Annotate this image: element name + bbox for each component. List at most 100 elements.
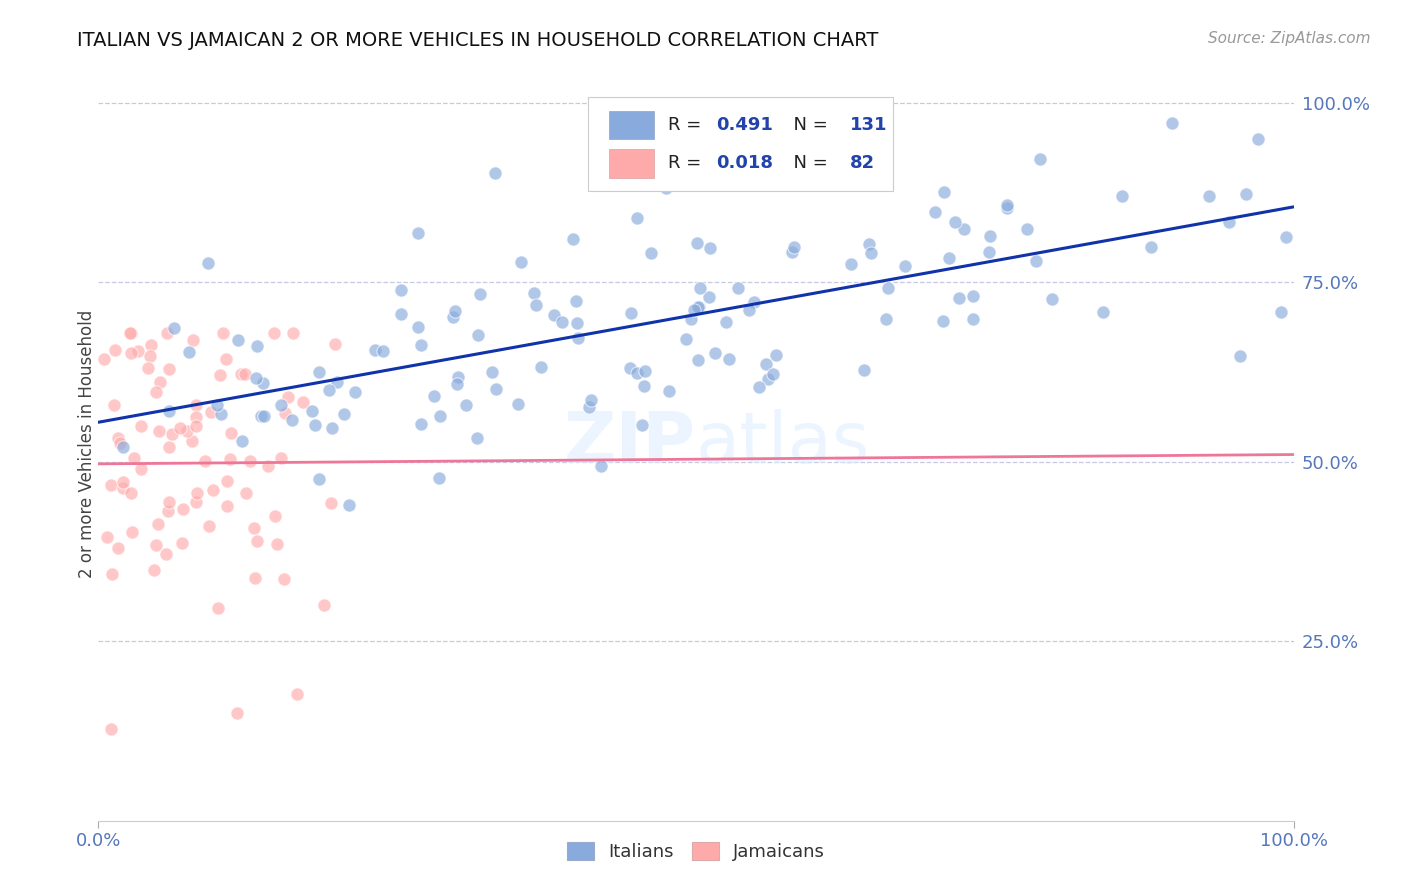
Point: [429, 470, 451, 484]
Point: [301, 404, 323, 418]
Point: [934, 185, 956, 199]
Point: [406, 226, 429, 240]
Point: [565, 294, 588, 309]
Point: [120, 346, 142, 360]
Text: 82: 82: [851, 154, 876, 172]
Point: [465, 431, 488, 445]
Point: [201, 483, 224, 497]
Point: [120, 326, 142, 340]
Point: [112, 475, 135, 489]
Point: [932, 313, 955, 327]
Point: [742, 294, 765, 309]
Point: [631, 417, 654, 432]
Point: [283, 326, 305, 340]
Point: [1025, 254, 1047, 268]
Text: atlas: atlas: [696, 409, 870, 478]
Point: [894, 259, 917, 273]
Point: [373, 344, 395, 359]
Point: [129, 419, 152, 434]
Point: [443, 303, 465, 318]
Point: [308, 365, 330, 379]
Point: [148, 424, 170, 438]
Point: [522, 285, 544, 300]
Point: [96, 530, 118, 544]
Point: [111, 481, 134, 495]
Point: [277, 390, 299, 404]
Text: R =: R =: [668, 116, 707, 134]
Point: [208, 368, 231, 382]
Point: [172, 502, 194, 516]
Point: [1247, 132, 1270, 146]
Point: [924, 205, 946, 219]
Y-axis label: 2 or more Vehicles in Household: 2 or more Vehicles in Household: [79, 310, 96, 578]
Point: [314, 598, 336, 612]
Point: [578, 400, 600, 414]
Point: [506, 397, 529, 411]
Point: [157, 404, 180, 418]
Text: R =: R =: [668, 154, 707, 172]
Point: [468, 287, 491, 301]
Point: [626, 366, 648, 380]
Point: [217, 499, 239, 513]
Point: [1017, 222, 1039, 236]
Point: [783, 240, 806, 254]
Point: [156, 326, 179, 340]
Point: [245, 371, 267, 385]
Point: [821, 175, 844, 189]
Point: [246, 339, 269, 353]
Point: [1161, 116, 1184, 130]
Point: [253, 409, 276, 423]
Point: [697, 290, 720, 304]
Point: [699, 241, 721, 255]
Point: [200, 404, 222, 418]
Point: [962, 312, 984, 326]
Point: [411, 417, 433, 431]
Point: [233, 368, 256, 382]
Point: [995, 201, 1018, 215]
Point: [235, 486, 257, 500]
Point: [875, 311, 897, 326]
Point: [686, 352, 709, 367]
Point: [938, 251, 960, 265]
Point: [197, 256, 219, 270]
Text: ZIP: ZIP: [564, 409, 696, 478]
Point: [207, 601, 229, 615]
Point: [620, 306, 643, 320]
Point: [962, 289, 984, 303]
Point: [765, 348, 787, 362]
Text: ITALIAN VS JAMAICAN 2 OR MORE VEHICLES IN HOUSEHOLD CORRELATION CHART: ITALIAN VS JAMAICAN 2 OR MORE VEHICLES I…: [77, 31, 879, 50]
Point: [219, 451, 242, 466]
Point: [943, 215, 966, 229]
Point: [634, 364, 657, 378]
Point: [186, 495, 208, 509]
Point: [181, 333, 204, 347]
Point: [633, 378, 655, 392]
Point: [145, 538, 167, 552]
Point: [263, 508, 285, 523]
Point: [245, 571, 267, 585]
Point: [754, 357, 776, 371]
Point: [108, 436, 131, 450]
FancyBboxPatch shape: [609, 111, 654, 139]
Point: [186, 410, 208, 425]
Point: [979, 229, 1001, 244]
Point: [270, 398, 292, 412]
Point: [948, 291, 970, 305]
Point: [214, 351, 236, 366]
Point: [118, 326, 141, 340]
Point: [243, 521, 266, 535]
Point: [198, 519, 221, 533]
Point: [579, 392, 602, 407]
Point: [250, 409, 273, 423]
Point: [181, 434, 204, 448]
Point: [139, 349, 162, 363]
Text: 0.018: 0.018: [716, 154, 773, 172]
Point: [714, 315, 737, 329]
Point: [256, 458, 278, 473]
Point: [446, 377, 468, 392]
Point: [530, 359, 553, 374]
Point: [157, 495, 180, 509]
Point: [686, 235, 709, 250]
Point: [146, 516, 169, 531]
Point: [205, 398, 228, 412]
